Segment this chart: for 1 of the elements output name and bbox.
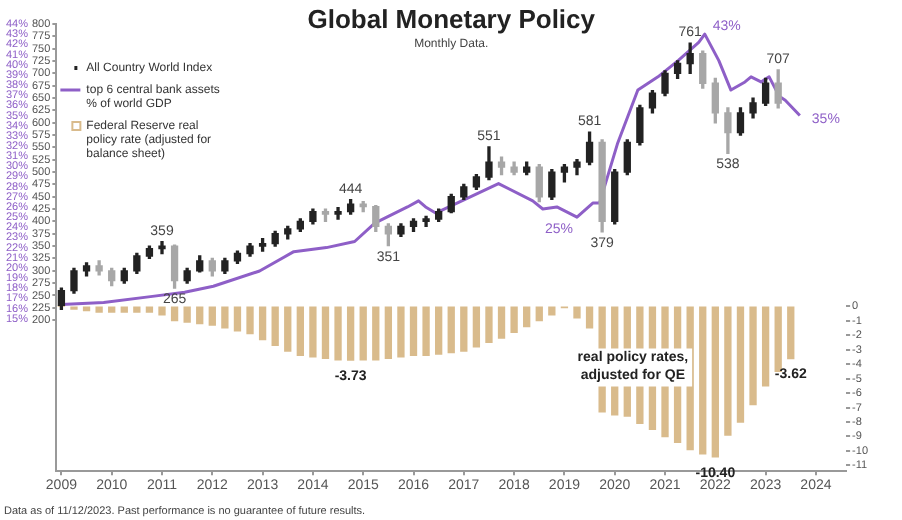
chart-title: Global Monetary Policy — [307, 4, 597, 35]
